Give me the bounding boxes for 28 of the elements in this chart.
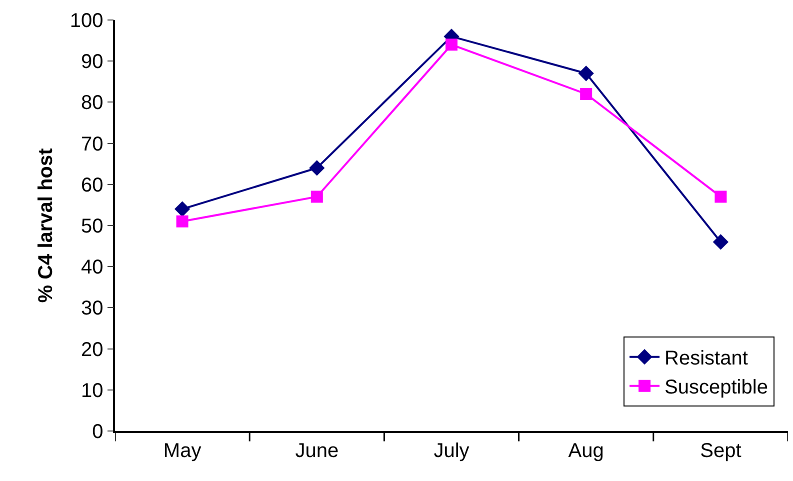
y-tick-label: 50 (81, 216, 104, 238)
y-tick-label: 30 (81, 298, 104, 320)
y-axis-title: % C4 larval host (34, 148, 57, 303)
y-tick-label: 100 (70, 10, 104, 32)
y-tick-label: 70 (81, 133, 104, 156)
legend-label: Resistant (664, 348, 748, 370)
x-tick-label: Sept (700, 440, 742, 462)
point (176, 215, 188, 228)
x-tick-label: Aug (568, 440, 604, 462)
point (714, 190, 727, 203)
point (578, 66, 594, 82)
y-tick-label: 0 (92, 421, 104, 443)
y-tick-label: 60 (81, 174, 104, 196)
x-tick-label: June (295, 440, 339, 462)
legend-label: Susceptible (664, 376, 768, 399)
y-tick-label: 80 (81, 92, 104, 114)
point (309, 160, 325, 176)
x-tick-label: May (163, 440, 202, 462)
y-tick-label: 10 (81, 380, 104, 402)
point (310, 190, 323, 203)
y-tick-label: 90 (81, 51, 104, 74)
y-tick-label: 20 (81, 338, 104, 361)
x-tick-label: July (434, 440, 470, 462)
point (580, 88, 592, 100)
point (712, 234, 728, 250)
point (446, 38, 458, 51)
point (174, 201, 190, 217)
y-tick-label: 40 (81, 256, 104, 279)
